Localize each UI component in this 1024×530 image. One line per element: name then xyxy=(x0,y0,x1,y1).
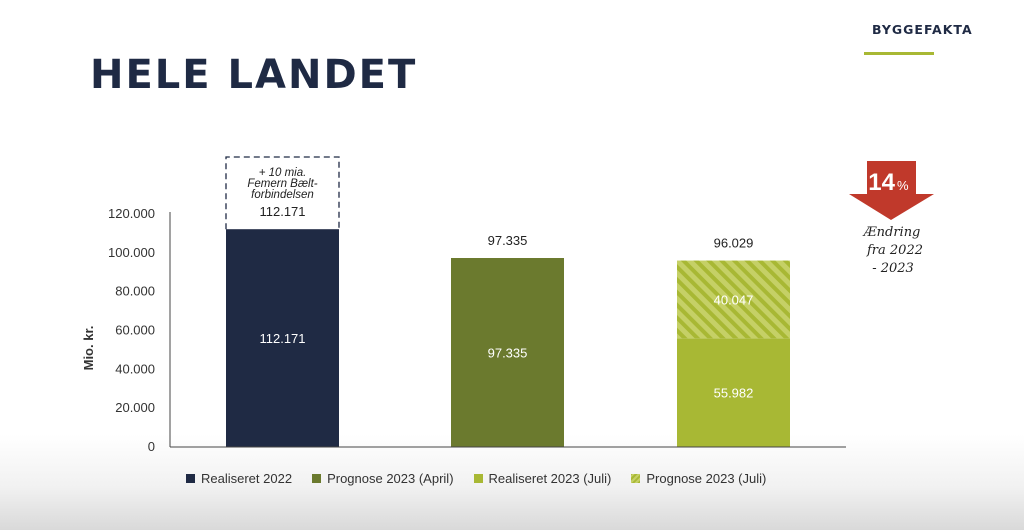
annotation-text: forbindelsen xyxy=(251,189,314,201)
y-tick-label: 0 xyxy=(148,439,155,454)
bar-segment xyxy=(677,260,790,339)
annotation-dashed-box xyxy=(225,156,340,230)
change-unit: % xyxy=(897,178,909,193)
legend-label: Realiseret 2022 xyxy=(201,471,293,486)
bar-segment xyxy=(451,258,564,447)
y-tick-label: 60.000 xyxy=(115,323,155,338)
change-label-line-2: fra 2022 xyxy=(866,243,923,258)
bar-inner-label: 97.335 xyxy=(488,346,528,361)
legend-swatch xyxy=(186,474,195,483)
legend-label: Prognose 2023 (Juli) xyxy=(646,471,767,486)
bar-segment xyxy=(226,229,339,447)
chart-legend: Realiseret 2022 Prognose 2023 (April) Re… xyxy=(186,471,766,486)
legend-label: Prognose 2023 (April) xyxy=(327,471,454,486)
y-tick-label: 100.000 xyxy=(108,245,155,260)
legend-item: Prognose 2023 (April) xyxy=(312,471,454,486)
y-tick-label: 80.000 xyxy=(115,284,155,299)
change-label-line-3: - 2023 xyxy=(872,261,914,276)
legend-swatch xyxy=(631,474,641,483)
bar-total-label: 97.335 xyxy=(488,233,528,248)
legend-swatch xyxy=(473,474,483,483)
bar-inner-label: 112.171 xyxy=(259,331,305,346)
legend-item: Realiseret 2023 (Juli) xyxy=(473,471,612,486)
legend-label: Realiseret 2023 (Juli) xyxy=(488,471,612,486)
bar-segment xyxy=(677,338,790,447)
y-tick-label: 40.000 xyxy=(115,361,155,376)
page-title: HELE LANDET xyxy=(90,52,418,98)
logo-text: BYGGEFAKTA xyxy=(872,22,973,37)
byggefakta-logo: BYGGEFAKTA xyxy=(864,22,972,56)
annotation-text: Femern Bælt- xyxy=(247,178,317,190)
bar-chart: Mio. kr. 0 20.000 40.000 60.000 80.000 100.00… xyxy=(81,156,934,454)
logo-underline xyxy=(864,52,934,55)
bar-total-label: 112.171 xyxy=(259,204,305,219)
y-axis-label: Mio. kr. xyxy=(81,326,96,371)
legend-item: Prognose 2023 (Juli) xyxy=(631,471,766,486)
annotation-text: + 10 mia. xyxy=(259,167,307,179)
y-tick-label: 20.000 xyxy=(115,400,155,415)
y-tick-label: 120.000 xyxy=(108,206,155,221)
bar-total-label: 96.029 xyxy=(714,236,754,251)
bar-inner-label: 40.047 xyxy=(714,292,754,307)
legend-swatch xyxy=(312,474,322,483)
change-value: 14 xyxy=(868,169,895,196)
change-badge: 14 % Ændring fra 2022 - 2023 xyxy=(849,161,934,276)
down-arrow-icon xyxy=(849,161,934,220)
bar-inner-label: 55.982 xyxy=(714,386,754,401)
legend-item: Realiseret 2022 xyxy=(186,471,292,486)
change-label-line-1: Ændring xyxy=(862,225,921,240)
